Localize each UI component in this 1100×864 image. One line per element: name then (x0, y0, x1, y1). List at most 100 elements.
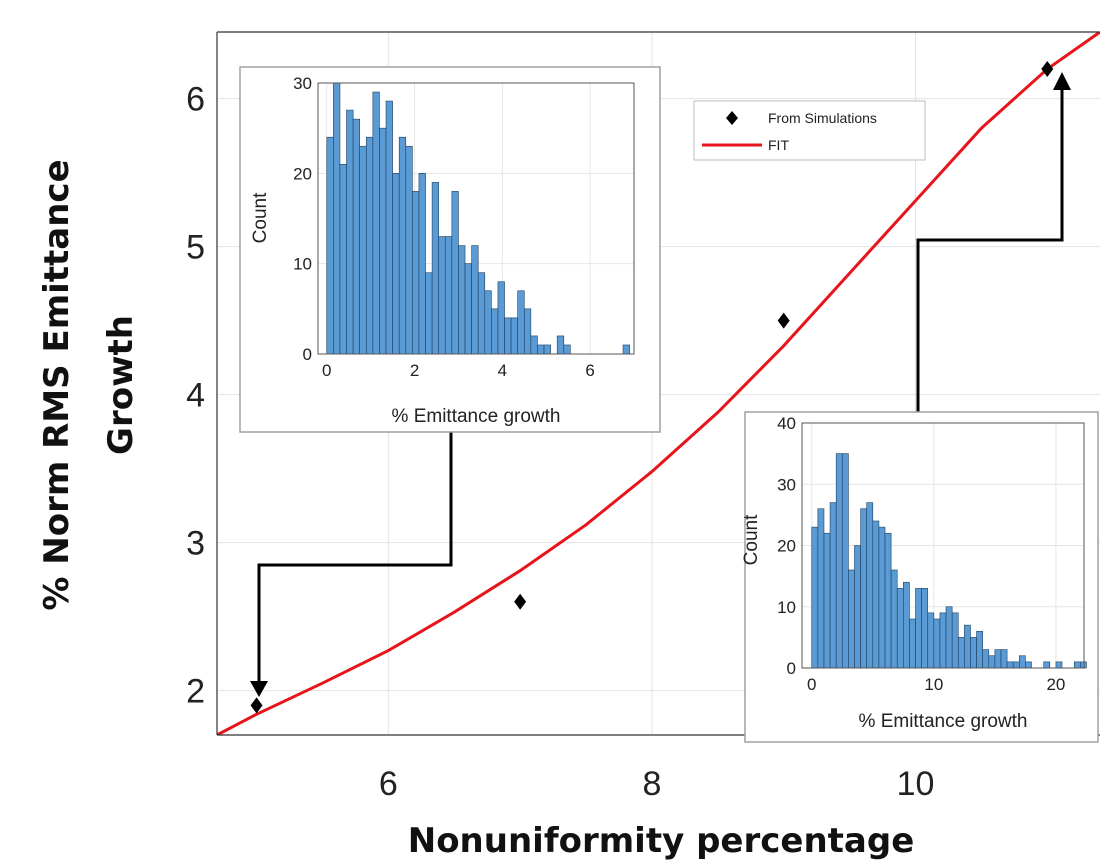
inset-frame (744, 411, 1099, 743)
legend-box (693, 100, 926, 161)
histogram-bar (829, 502, 837, 669)
inset-x-axis-label: % Emittance growth (392, 406, 561, 427)
x-tick-label: 6 (379, 765, 398, 803)
histogram-bar (346, 109, 354, 355)
inset-y-tick-label: 10 (777, 598, 796, 617)
histogram-bar (477, 272, 486, 355)
histogram-bar (1025, 661, 1032, 669)
histogram-bar (622, 344, 630, 355)
histogram-bar (848, 569, 855, 669)
histogram-bar (339, 164, 347, 355)
inset-x-axis-label: % Emittance growth (859, 711, 1028, 732)
histogram-bar (866, 502, 874, 669)
callout-line-right (916, 86, 1064, 412)
histogram-bar (352, 118, 360, 355)
arrowhead-left (250, 681, 268, 697)
histogram-bar (1073, 661, 1081, 669)
histogram-bar (860, 508, 868, 669)
histogram-bar (915, 588, 922, 669)
histogram-bar (543, 344, 551, 355)
histogram-bar (817, 508, 825, 669)
histogram-bar (1006, 661, 1014, 669)
histogram-bar (957, 637, 965, 669)
legend-label-fit: FIT (768, 137, 789, 153)
fit-curve (217, 32, 1100, 735)
histogram-bar (425, 272, 433, 355)
x-tick-label: 10 (897, 765, 935, 803)
legend: From Simulations FIT (693, 100, 926, 161)
histogram-bar (359, 145, 367, 355)
legend-marker-simulations (726, 111, 738, 125)
y-tick-label: 3 (186, 525, 205, 563)
histogram-bar (444, 236, 453, 355)
inset-y-tick-label: 20 (293, 164, 312, 183)
histogram-bar (563, 344, 571, 355)
histogram-bar (982, 649, 990, 669)
inset-y-tick-label: 20 (777, 537, 796, 556)
histogram-bar (878, 526, 886, 669)
histogram-bar (970, 637, 977, 669)
histogram-bar (333, 82, 341, 355)
inset-y-axis-label: Count (250, 192, 271, 243)
histogram-bar (964, 624, 971, 669)
inset-x-tick-label: 2 (410, 361, 419, 380)
histogram-bar (523, 308, 532, 355)
histogram-bar (497, 281, 505, 355)
histogram-bar (841, 453, 849, 669)
main-plot (217, 32, 1100, 735)
inset-histogram-bottom-right: 0 10 20 0 10 20 30 40 % Emittance growth Count (741, 411, 1099, 743)
histogram-bar (471, 245, 479, 355)
simulation-point (514, 593, 527, 610)
histogram-bar (464, 263, 472, 355)
histogram-bar (326, 136, 334, 355)
histogram-bar (890, 569, 898, 669)
inset-histogram-top-left: 0 2 4 6 0 10 20 30 % Emittance growth Count (239, 66, 661, 433)
histogram-bar (994, 649, 1002, 669)
histogram-bar (1000, 649, 1008, 669)
histogram-bar (431, 182, 439, 355)
histogram-bar (385, 100, 393, 355)
histogram-bar (418, 173, 426, 355)
histogram-bar (951, 612, 959, 669)
histogram-bar (392, 173, 400, 355)
inset-y-tick-label: 40 (777, 414, 796, 433)
histogram-bar (988, 655, 996, 669)
histogram-bar (1080, 661, 1087, 669)
histogram-bar (530, 335, 538, 355)
histogram-bar (537, 344, 545, 355)
histogram-bar (1043, 661, 1051, 669)
callout-line-left (257, 430, 453, 685)
inset-y-axis-label: Count (741, 514, 762, 565)
histogram-bar (504, 317, 512, 355)
inset-x-tick-label: 6 (585, 361, 594, 380)
histogram-bar (510, 317, 518, 355)
inset-y-tick-label: 30 (293, 74, 312, 93)
simulation-point (1041, 61, 1054, 77)
inset-y-tick-label: 30 (777, 475, 796, 494)
histogram-bar (372, 91, 380, 355)
x-tick-label: 8 (642, 765, 661, 803)
histogram-bar (811, 526, 819, 669)
inset-x-tick-label: 4 (498, 361, 507, 380)
histogram-bar (1012, 661, 1020, 669)
inset-x-tick-label: 10 (924, 675, 943, 694)
histogram-bar (379, 127, 387, 355)
histogram-bar (458, 245, 466, 355)
histogram-bar (927, 612, 935, 669)
histogram-bar (921, 588, 929, 669)
histogram-bar (1018, 655, 1026, 669)
x-axis-label: Nonuniformity percentage (408, 821, 915, 861)
inset-x-tick-label: 0 (807, 675, 816, 694)
histogram-bar (896, 588, 904, 669)
simulation-point (777, 312, 790, 329)
histogram-bar (939, 612, 947, 669)
y-tick-label: 5 (186, 229, 205, 267)
callout-arrows (250, 72, 1071, 697)
histogram-bar (933, 618, 941, 669)
histogram-bar (438, 236, 446, 355)
y-axis-label: % Norm RMS Emittance Growth (37, 159, 141, 610)
histogram-bar (884, 532, 892, 669)
main-axes: 6 8 10 2 3 4 5 6 Nonuniformity percentage % Norm … (37, 31, 1100, 861)
legend-label-simulations: From Simulations (768, 110, 877, 126)
